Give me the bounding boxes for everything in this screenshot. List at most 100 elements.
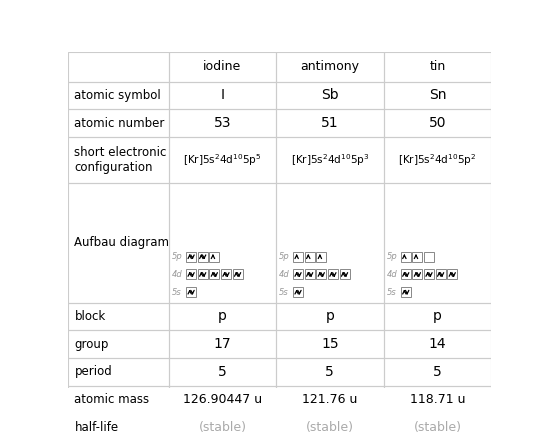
- Bar: [169, 109, 276, 137]
- Bar: [328, 269, 338, 279]
- Text: 4d: 4d: [172, 270, 183, 279]
- Bar: [68, 52, 169, 82]
- Bar: [316, 252, 327, 262]
- Text: p: p: [325, 310, 334, 324]
- Text: [Kr]5s$^2$4d$^{10}$5p$^5$: [Kr]5s$^2$4d$^{10}$5p$^5$: [183, 152, 262, 168]
- Bar: [169, 303, 276, 330]
- Text: 4d: 4d: [387, 270, 397, 279]
- Text: p: p: [218, 310, 227, 324]
- Bar: [68, 183, 169, 303]
- Bar: [384, 386, 491, 413]
- Bar: [276, 109, 384, 137]
- Bar: [305, 269, 314, 279]
- Text: 5p: 5p: [387, 252, 397, 261]
- Text: atomic symbol: atomic symbol: [74, 89, 161, 102]
- Bar: [293, 252, 303, 262]
- Bar: [384, 82, 491, 109]
- Bar: [68, 109, 169, 137]
- Bar: [384, 109, 491, 137]
- Bar: [186, 287, 196, 297]
- Bar: [169, 413, 276, 436]
- Bar: [169, 330, 276, 358]
- Bar: [316, 269, 327, 279]
- Bar: [276, 82, 384, 109]
- Bar: [412, 252, 423, 262]
- Bar: [276, 183, 384, 303]
- Bar: [169, 82, 276, 109]
- Bar: [169, 386, 276, 413]
- Text: 5s: 5s: [387, 288, 396, 296]
- Text: 126.90447 u: 126.90447 u: [183, 393, 262, 406]
- Text: 118.71 u: 118.71 u: [410, 393, 465, 406]
- Bar: [436, 269, 446, 279]
- Bar: [169, 137, 276, 183]
- Bar: [424, 252, 434, 262]
- Bar: [68, 358, 169, 386]
- Bar: [169, 52, 276, 82]
- Text: 15: 15: [321, 337, 339, 351]
- Bar: [384, 358, 491, 386]
- Text: I: I: [221, 89, 224, 102]
- Text: 17: 17: [213, 337, 232, 351]
- Text: 53: 53: [213, 116, 231, 130]
- Text: 121.76 u: 121.76 u: [302, 393, 358, 406]
- Bar: [68, 413, 169, 436]
- Bar: [276, 358, 384, 386]
- Text: 14: 14: [429, 337, 446, 351]
- Bar: [276, 386, 384, 413]
- Text: 5s: 5s: [279, 288, 289, 296]
- Text: 5: 5: [325, 365, 334, 379]
- Text: 5p: 5p: [172, 252, 183, 261]
- Text: 5s: 5s: [172, 288, 182, 296]
- Bar: [447, 269, 458, 279]
- Bar: [209, 252, 219, 262]
- Bar: [305, 252, 314, 262]
- Text: [Kr]5s$^2$4d$^{10}$5p$^2$: [Kr]5s$^2$4d$^{10}$5p$^2$: [399, 152, 477, 168]
- Bar: [340, 269, 349, 279]
- Bar: [186, 252, 196, 262]
- Text: antimony: antimony: [300, 61, 359, 73]
- Text: group: group: [74, 337, 109, 351]
- Bar: [68, 137, 169, 183]
- Bar: [293, 287, 303, 297]
- Bar: [384, 137, 491, 183]
- Text: Sn: Sn: [429, 89, 446, 102]
- Bar: [401, 269, 411, 279]
- Bar: [412, 269, 423, 279]
- Bar: [276, 137, 384, 183]
- Bar: [209, 269, 219, 279]
- Bar: [68, 303, 169, 330]
- Bar: [384, 183, 491, 303]
- Bar: [276, 52, 384, 82]
- Bar: [169, 183, 276, 303]
- Text: half-life: half-life: [74, 421, 118, 434]
- Text: short electronic
configuration: short electronic configuration: [74, 146, 167, 174]
- Bar: [293, 269, 303, 279]
- Text: 5: 5: [433, 365, 442, 379]
- Text: (stable): (stable): [413, 421, 461, 434]
- Text: atomic number: atomic number: [74, 117, 165, 129]
- Bar: [424, 269, 434, 279]
- Text: 51: 51: [321, 116, 339, 130]
- Bar: [276, 330, 384, 358]
- Bar: [401, 252, 411, 262]
- Text: tin: tin: [429, 61, 446, 73]
- Bar: [221, 269, 231, 279]
- Text: atomic mass: atomic mass: [74, 393, 150, 406]
- Text: 50: 50: [429, 116, 446, 130]
- Text: 5: 5: [218, 365, 227, 379]
- Bar: [384, 330, 491, 358]
- Text: Aufbau diagram: Aufbau diagram: [74, 236, 169, 249]
- Bar: [68, 330, 169, 358]
- Text: iodine: iodine: [203, 61, 241, 73]
- Bar: [68, 82, 169, 109]
- Bar: [68, 386, 169, 413]
- Bar: [384, 52, 491, 82]
- Bar: [198, 269, 207, 279]
- Text: p: p: [433, 310, 442, 324]
- Text: 5p: 5p: [279, 252, 290, 261]
- Text: (stable): (stable): [306, 421, 354, 434]
- Bar: [401, 287, 411, 297]
- Text: Sb: Sb: [321, 89, 339, 102]
- Bar: [186, 269, 196, 279]
